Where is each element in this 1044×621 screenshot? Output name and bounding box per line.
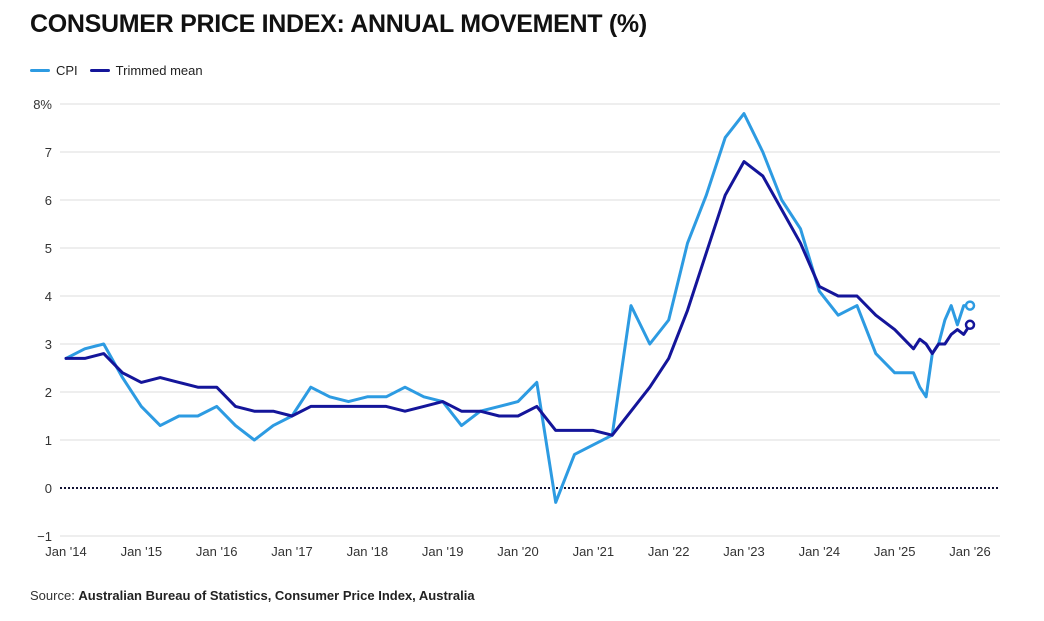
series-end-marker-cpi [964,300,976,311]
y-tick-label: 2 [45,385,52,400]
x-tick-label: Jan '16 [196,544,238,559]
y-tick-label: 6 [45,193,52,208]
y-tick-label: 4 [45,289,52,304]
x-tick-label: Jan '19 [422,544,464,559]
x-tick-label: Jan '17 [271,544,313,559]
source-note: Source: Australian Bureau of Statistics,… [30,588,475,603]
legend-item-trimmed-mean[interactable]: Trimmed mean [89,63,203,78]
series-line-trimmed-mean [64,160,972,437]
source-prefix: Source: [30,588,79,603]
y-tick-label: −1 [37,529,52,544]
legend-swatch-cpi [30,69,50,72]
x-tick-label: Jan '26 [949,544,991,559]
y-tick-label: 1 [45,433,52,448]
legend-swatch-trimmed-mean [89,69,110,72]
x-tick-label: Jan '21 [573,544,615,559]
y-tick-label: 7 [45,145,52,160]
y-tick-label: 0 [45,481,52,496]
series-line-cpi [64,112,972,504]
x-tick-label: Jan '20 [497,544,539,559]
x-tick-label: Jan '14 [45,544,87,559]
x-tick-label: Jan '23 [723,544,765,559]
legend-label-cpi: CPI [56,63,78,78]
y-tick-label: 5 [45,241,52,256]
legend-item-cpi[interactable]: CPI [30,63,78,78]
x-tick-label: Jan '25 [874,544,916,559]
x-tick-label: Jan '15 [121,544,163,559]
y-tick-label: 3 [45,337,52,352]
series-end-marker-trimmed-mean [964,319,976,331]
x-axis-tick-labels: Jan '14 Jan '15 Jan '16 Jan '17 Jan '18 Jan '… [45,544,991,559]
x-tick-label: Jan '18 [347,544,389,559]
grid-layer [60,103,1000,537]
chart-title: CONSUMER PRICE INDEX: ANNUAL MOVEMENT (%… [30,10,647,38]
y-axis-tick-labels: −1 0 1 2 3 4 5 6 7 8% [33,97,52,544]
source-text: Australian Bureau of Statistics, Consume… [78,588,475,603]
x-tick-label: Jan '24 [799,544,841,559]
y-tick-label: 8% [33,97,52,112]
chart-legend: CPI Trimmed mean [30,63,215,78]
legend-label-trimmed-mean: Trimmed mean [115,63,203,78]
x-tick-label: Jan '22 [648,544,690,559]
series-layer [64,112,976,504]
